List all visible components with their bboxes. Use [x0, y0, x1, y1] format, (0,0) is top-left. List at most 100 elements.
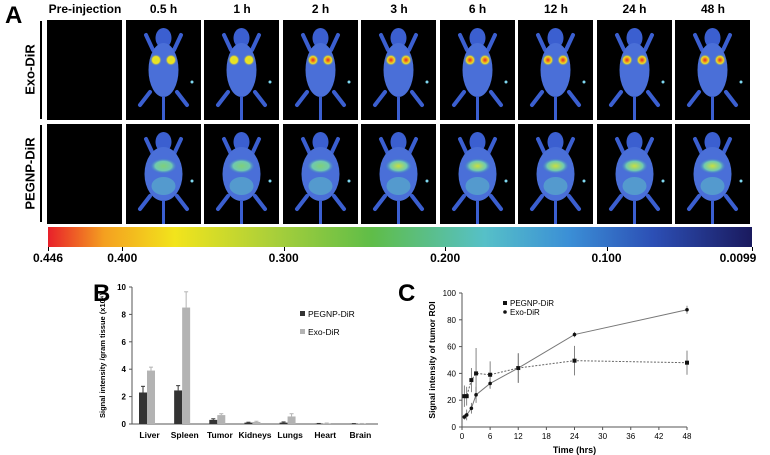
- data-point: [474, 393, 478, 397]
- organ-biodistribution-bar-chart: 0 2 4 6 8 10 Signal intensity /gram tissue (x1…: [98, 283, 378, 440]
- column-header: 1 h: [233, 2, 251, 16]
- data-point: [469, 378, 474, 383]
- y-tick-label: 20: [447, 396, 456, 405]
- column-header: 12 h: [543, 2, 568, 16]
- exo-mouse-image: [361, 20, 436, 120]
- legend-entry: PEGNP-DiR: [510, 299, 554, 308]
- colorbar-label: 0.300: [268, 251, 299, 265]
- exo-mouse-image: [125, 20, 201, 120]
- exo-mouse-image: [47, 20, 122, 120]
- exo-mouse-image: [439, 20, 515, 120]
- pegnp-mouse-image: [518, 124, 593, 224]
- category-label: Lungs: [277, 430, 303, 440]
- data-point: [685, 307, 689, 312]
- x-tick-label: 36: [626, 432, 635, 441]
- colorbar-tick: [606, 247, 608, 251]
- legend-marker: [503, 301, 507, 305]
- y-axis-label: Signal intensity /gram tissue (x10⁴): [98, 293, 107, 418]
- x-tick-label: 6: [488, 432, 493, 441]
- x-tick-label: 18: [542, 432, 551, 441]
- legend-entry: Exo-DiR: [510, 308, 540, 317]
- y-axis-label: Signal intensity of tumor ROI: [427, 301, 437, 418]
- x-tick-label: 24: [570, 432, 579, 441]
- legend-marker: [300, 311, 305, 316]
- row-divider-exo: [40, 21, 42, 119]
- column-header: Pre-injection: [48, 2, 122, 16]
- pegnp-mouse-image: [282, 124, 358, 224]
- bar-exo-dir: [287, 416, 296, 424]
- category-label: Liver: [139, 430, 160, 440]
- series-line-pegnp-dir: [464, 360, 688, 397]
- x-tick-label: 0: [460, 432, 465, 441]
- y-tick-label: 2: [122, 393, 127, 402]
- legend-marker: [503, 310, 507, 314]
- exo-mouse-image: [675, 20, 750, 120]
- bar-exo-dir: [322, 423, 331, 424]
- series-line-exo-dir: [464, 309, 688, 418]
- column-header: 6 h: [468, 2, 487, 16]
- bar-pegnp-dir: [139, 392, 147, 424]
- data-point: [572, 332, 577, 337]
- x-tick-label: 12: [514, 432, 523, 441]
- intensity-colorbar: [48, 227, 752, 247]
- colorbar-tick: [445, 247, 447, 251]
- row-divider-pegnp: [40, 125, 42, 222]
- y-tick-label: 4: [122, 365, 127, 374]
- colorbar-label: 0.0099: [719, 251, 757, 265]
- category-label: Spleen: [171, 430, 199, 440]
- y-tick-label: 10: [117, 283, 126, 292]
- category-label: Heart: [314, 430, 336, 440]
- colorbar-tick: [122, 247, 124, 251]
- pegnp-mouse-image: [47, 124, 122, 224]
- data-point: [685, 360, 689, 365]
- bar-exo-dir: [147, 370, 155, 424]
- data-point: [488, 372, 493, 377]
- y-tick-label: 0: [122, 420, 127, 429]
- data-point: [464, 413, 469, 417]
- column-header: 2 h: [311, 2, 330, 16]
- bar-exo-dir: [182, 307, 191, 424]
- data-point: [462, 415, 467, 419]
- data-point: [488, 381, 492, 386]
- y-tick-label: 60: [447, 343, 456, 352]
- pegnp-mouse-image: [361, 124, 436, 224]
- bar-pegnp-dir: [244, 422, 253, 424]
- data-point: [474, 371, 479, 376]
- colorbar-tick: [283, 247, 285, 251]
- bar-pegnp-dir: [174, 390, 183, 424]
- data-point: [572, 358, 577, 363]
- y-tick-label: 0: [452, 423, 457, 432]
- pegnp-mouse-image: [125, 124, 201, 224]
- x-tick-label: 48: [683, 432, 692, 441]
- column-header: 3 h: [390, 2, 408, 16]
- row-label-pegnp: PEGNP-DiR: [22, 137, 38, 210]
- colorbar-label: 0.100: [591, 251, 622, 265]
- tumor-signal-line-chart: 0 20 40 60 80 100 0 6 12 18 24 30 36 42 48 Time (hrs) Si…: [427, 289, 692, 455]
- panel-c-letter: C: [398, 280, 416, 307]
- data-point: [469, 406, 474, 411]
- category-label: Tumor: [207, 430, 234, 440]
- bar-pegnp-dir: [209, 419, 218, 424]
- bar-exo-dir: [217, 415, 226, 424]
- category-label: Kidneys: [238, 430, 271, 440]
- y-tick-label: 6: [122, 338, 127, 347]
- bar-exo-dir: [252, 421, 261, 424]
- y-tick-label: 40: [447, 369, 456, 378]
- pegnp-mouse-image: [596, 124, 672, 224]
- legend-entry: Exo-DiR: [308, 327, 340, 337]
- exo-mouse-image: [204, 20, 279, 120]
- row-label-exo: Exo-DiR: [22, 44, 38, 95]
- column-header: 48 h: [700, 2, 725, 16]
- colorbar-label: 0.200: [430, 251, 461, 265]
- panel-a-letter: A: [5, 2, 23, 29]
- bar-pegnp-dir: [279, 422, 288, 424]
- x-axis-label: Time (hrs): [553, 445, 596, 455]
- pegnp-mouse-image: [439, 124, 515, 224]
- x-tick-label: 42: [654, 432, 663, 441]
- y-tick-label: 8: [122, 310, 127, 319]
- data-point: [516, 366, 521, 370]
- colorbar-tick: [48, 247, 49, 251]
- colorbar-label: 0.400: [107, 251, 138, 265]
- y-tick-label: 100: [443, 289, 457, 298]
